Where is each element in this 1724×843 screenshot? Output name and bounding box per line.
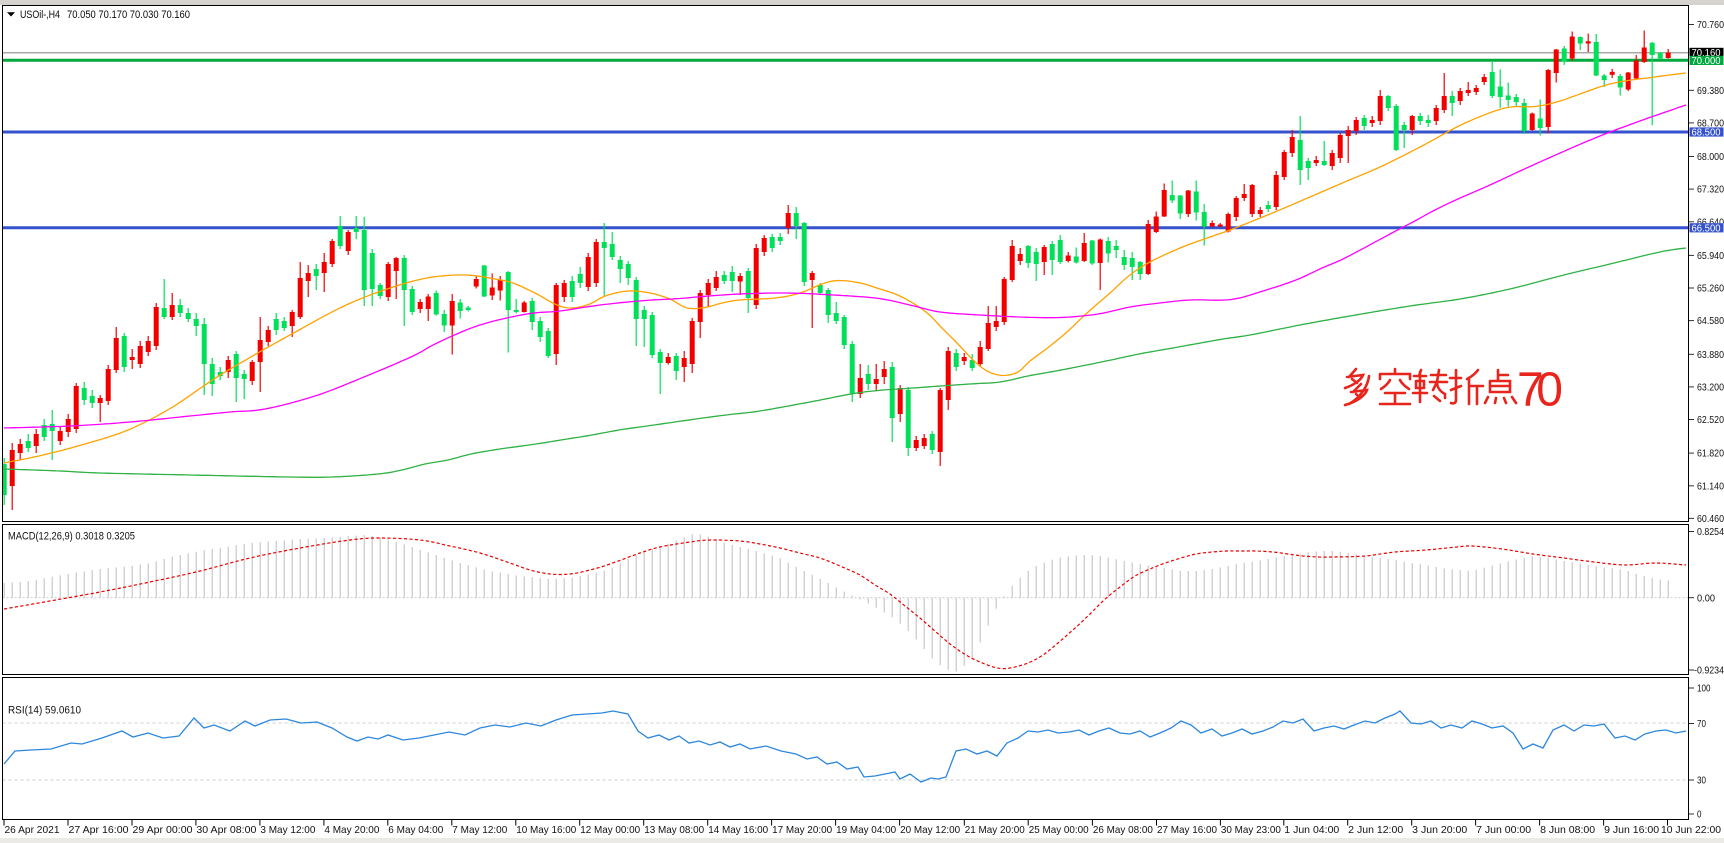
svg-text:8 Jun 08:00: 8 Jun 08:00 — [1540, 825, 1595, 836]
svg-text:30: 30 — [1697, 776, 1706, 787]
svg-text:66.500: 66.500 — [1692, 223, 1721, 234]
svg-text:70: 70 — [1697, 719, 1706, 730]
svg-text:9 Jun 16:00: 9 Jun 16:00 — [1604, 825, 1659, 836]
svg-text:19 May 04:00: 19 May 04:00 — [836, 825, 896, 836]
svg-text:-0.9234: -0.9234 — [1694, 666, 1724, 677]
svg-text:21 May 20:00: 21 May 20:00 — [965, 825, 1025, 836]
svg-text:65.940: 65.940 — [1697, 251, 1724, 262]
svg-text:7 Jun 00:00: 7 Jun 00:00 — [1476, 825, 1531, 836]
svg-text:68.700: 68.700 — [1697, 119, 1724, 130]
svg-text:0.8254: 0.8254 — [1697, 527, 1724, 538]
svg-text:62.520: 62.520 — [1697, 415, 1724, 426]
svg-text:USOil-,H4: USOil-,H4 — [20, 9, 60, 21]
svg-text:70.160: 70.160 — [1692, 48, 1721, 59]
svg-text:100: 100 — [1697, 684, 1711, 695]
svg-text:20 May 12:00: 20 May 12:00 — [900, 825, 960, 836]
svg-text:70.000: 70.000 — [1692, 56, 1721, 67]
svg-text:17 May 20:00: 17 May 20:00 — [772, 825, 832, 836]
svg-text:0: 0 — [1697, 810, 1702, 821]
svg-text:0.00: 0.00 — [1697, 593, 1715, 604]
svg-text:64.580: 64.580 — [1697, 316, 1724, 327]
svg-text:1 Jun 04:00: 1 Jun 04:00 — [1284, 825, 1339, 836]
svg-text:3 Jun 20:00: 3 Jun 20:00 — [1412, 825, 1467, 836]
svg-text:63.880: 63.880 — [1697, 350, 1724, 361]
svg-text:RSI(14) 59.0610: RSI(14) 59.0610 — [8, 705, 81, 717]
svg-text:61.140: 61.140 — [1697, 481, 1724, 492]
svg-text:MACD(12,26,9) 0.3018 0.3205: MACD(12,26,9) 0.3018 0.3205 — [8, 531, 135, 543]
svg-text:29 Apr 00:00: 29 Apr 00:00 — [133, 825, 193, 836]
svg-text:12 May 00:00: 12 May 00:00 — [580, 825, 640, 836]
svg-text:13 May 08:00: 13 May 08:00 — [644, 825, 704, 836]
svg-text:3 May 12:00: 3 May 12:00 — [260, 825, 315, 836]
svg-text:14 May 16:00: 14 May 16:00 — [708, 825, 768, 836]
svg-text:25 May 00:00: 25 May 00:00 — [1029, 825, 1089, 836]
svg-text:70.050 70.170 70.030 70.160: 70.050 70.170 70.030 70.160 — [67, 9, 190, 21]
svg-text:68.500: 68.500 — [1692, 128, 1721, 139]
svg-text:68.000: 68.000 — [1697, 152, 1724, 163]
svg-text:30 Apr 08:00: 30 Apr 08:00 — [196, 825, 256, 836]
svg-text:26 Apr 2021: 26 Apr 2021 — [5, 825, 60, 836]
svg-text:27 May 16:00: 27 May 16:00 — [1157, 825, 1217, 836]
svg-text:60.460: 60.460 — [1697, 514, 1724, 525]
svg-text:61.820: 61.820 — [1697, 449, 1724, 460]
svg-text:6 May 04:00: 6 May 04:00 — [388, 825, 443, 836]
svg-text:30 May 23:00: 30 May 23:00 — [1221, 825, 1281, 836]
svg-text:27 Apr 16:00: 27 Apr 16:00 — [69, 825, 129, 836]
svg-text:26 May 08:00: 26 May 08:00 — [1093, 825, 1153, 836]
svg-text:70.760: 70.760 — [1697, 20, 1724, 31]
svg-text:70: 70 — [1517, 364, 1563, 417]
svg-text:65.260: 65.260 — [1697, 284, 1724, 295]
svg-text:67.320: 67.320 — [1697, 185, 1724, 196]
svg-text:4 May 20:00: 4 May 20:00 — [324, 825, 379, 836]
svg-text:7 May 12:00: 7 May 12:00 — [452, 825, 507, 836]
svg-text:63.200: 63.200 — [1697, 383, 1724, 394]
svg-text:10 May 16:00: 10 May 16:00 — [516, 825, 576, 836]
svg-text:66.640: 66.640 — [1697, 217, 1724, 228]
svg-text:69.380: 69.380 — [1697, 86, 1724, 97]
svg-text:2 Jun 12:00: 2 Jun 12:00 — [1348, 825, 1403, 836]
svg-text:10 Jun 22:00: 10 Jun 22:00 — [1661, 825, 1721, 836]
